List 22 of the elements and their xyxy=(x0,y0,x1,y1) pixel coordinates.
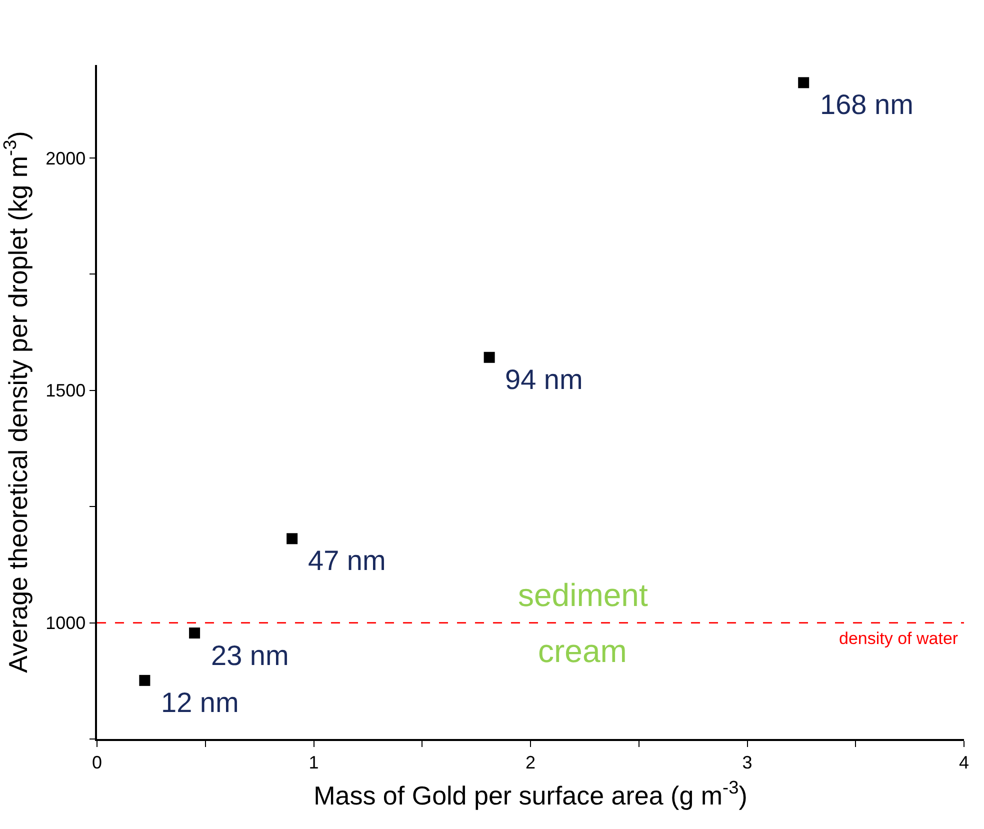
point xyxy=(798,77,810,88)
annotation: 168 nm xyxy=(820,89,914,120)
annotation: 94 nm xyxy=(505,364,583,395)
annotation: 23 nm xyxy=(211,640,289,671)
y-tick-label: 2000 xyxy=(46,148,86,168)
x-tick-label: 1 xyxy=(308,752,319,772)
point xyxy=(139,674,150,686)
x-axis-title: Mass of Gold per surface area (g m$^{-3}$) xyxy=(314,778,748,811)
annotation: 12 nm xyxy=(161,687,239,718)
x-tick-label: 4 xyxy=(958,752,970,772)
annotation: sediment xyxy=(518,577,648,613)
annotation: 47 nm xyxy=(308,545,386,576)
point xyxy=(286,533,298,544)
x-tick-label: 3 xyxy=(742,752,752,772)
x-tick-label: 2 xyxy=(525,752,536,772)
annotation: cream xyxy=(538,633,627,669)
y-tick-label: 1000 xyxy=(46,613,86,634)
y-tick-label: 1500 xyxy=(46,380,86,401)
point xyxy=(484,352,495,363)
ref-line-label: density of water xyxy=(839,629,958,648)
x-tick-label: 0 xyxy=(92,752,102,772)
point xyxy=(189,628,200,639)
